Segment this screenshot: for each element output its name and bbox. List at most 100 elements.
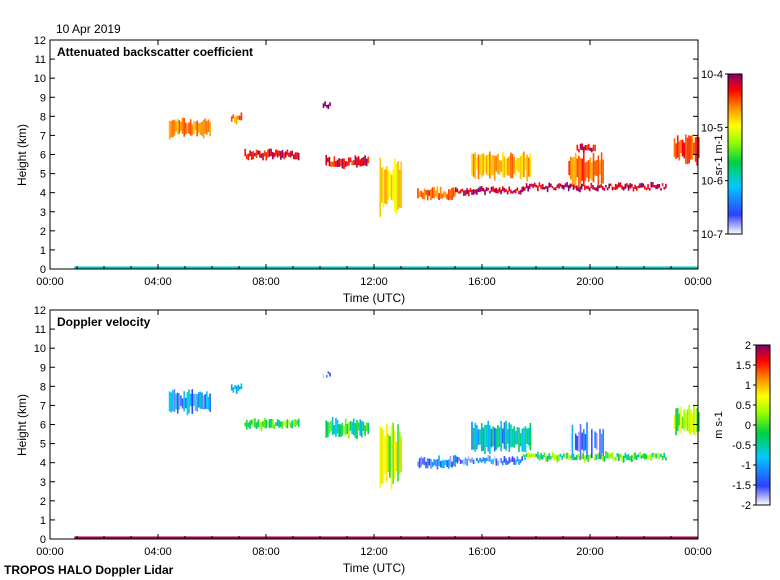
cloud-cell [260,422,263,432]
cloud-cell [619,453,622,458]
cloud-cell [511,456,514,462]
cloud-cell [244,148,247,157]
cloud-cell [461,460,464,464]
cloud-cell [510,152,512,179]
cloud-cell [235,115,238,125]
cloud-cell [524,426,527,453]
cloud-cell [354,423,357,439]
cloud-cell [230,116,233,122]
cloud-cell [479,186,481,192]
cloud-cell [495,155,498,172]
cloud-cell [553,453,555,461]
cloud-cell [550,455,552,460]
cloud-cell [567,185,570,192]
cloud-cell [653,453,656,458]
cloud-cell [276,419,279,427]
cloud-cell [463,459,465,466]
cloud-cell [629,456,632,461]
cloud-cell [330,421,332,432]
cloud-cell [430,458,432,469]
cloud-cell [480,186,483,192]
cloud-cell [207,396,210,410]
cloud-cell [694,137,697,162]
cloud-cell [260,153,263,159]
cloud-cell [637,454,640,458]
cloud-cell [545,456,547,462]
cloud-cell [587,160,590,182]
cloud-cell [249,420,251,430]
cloud-cell [387,170,390,200]
cloud-cell [456,456,459,464]
cloud-cell [683,142,686,159]
cloud-cell [535,184,538,188]
cloud-cell [586,161,588,178]
cloud-cell [268,148,271,157]
y-tick-label: 6 [40,420,46,432]
cloud-cell [258,150,261,158]
cloud-cell [382,430,385,484]
cloud-cell [329,102,331,107]
cloud-cell [572,184,575,190]
cloud-cell [237,115,239,120]
cloud-cell [503,156,506,178]
cloud-cell [487,420,490,452]
cloud-cell [469,188,472,193]
cloud-cell [566,452,568,459]
cloud-cell [485,424,488,448]
cloud-cell [652,452,654,458]
cloud-cell [384,436,386,475]
x-tick-label: 00:00 [684,546,712,558]
cloud-cell [698,412,700,432]
cloud-cell [584,455,586,463]
cloud-cell [501,428,504,444]
cloud-cell [271,152,274,160]
x-tick-label: 04:00 [144,276,172,288]
cloud-cell [479,155,481,175]
cloud-cell [631,455,633,463]
cloud-cell [644,185,646,190]
cloud-cell [521,186,524,193]
cloud-layer [322,371,331,379]
cloud-cell [629,183,632,189]
cloud-cell [294,419,297,428]
cloud-cell [606,187,609,191]
cloud-cell [650,181,653,188]
cloud-cell [333,425,336,435]
cloud-layer [576,143,596,153]
cloud-cell [587,185,589,190]
cloud-cell [498,160,501,175]
cloud-cell [455,456,457,463]
cloud-cell [485,187,488,192]
cloud-cell [436,458,439,470]
cloud-cell [480,423,483,452]
cloud-cell [489,425,491,455]
cloud-cell [426,189,429,201]
cloud-cell [598,185,601,189]
cloud-cell [428,458,431,466]
cloud-cell [263,418,266,428]
cloud-cell [173,389,176,413]
cloud-cell [398,431,401,474]
cloud-cell [568,432,571,449]
cloud-cell [599,428,601,459]
cloud-cell [511,428,514,447]
cloud-cell [482,153,485,176]
cloud-cell [525,453,528,457]
y-tick-label: 2 [40,496,46,508]
cloud-cell [185,122,187,135]
cloud-cell [239,386,241,390]
cloud-cell [325,154,328,166]
cloud-cell [183,391,185,412]
cloud-cell [678,413,681,426]
cloud-cell [458,191,460,194]
cloud-cell [514,430,517,445]
cloud-cell [268,418,271,429]
colorbar-tick-label: 10-5 [701,122,723,134]
y-tick-label: 9 [40,92,46,104]
cloud-cell [425,190,427,196]
y-tick-label: 10 [34,73,46,85]
cloud-cell [487,187,490,191]
cloud-cell [201,121,203,136]
cloud-cell [327,421,329,438]
cloud-cell [472,459,475,465]
